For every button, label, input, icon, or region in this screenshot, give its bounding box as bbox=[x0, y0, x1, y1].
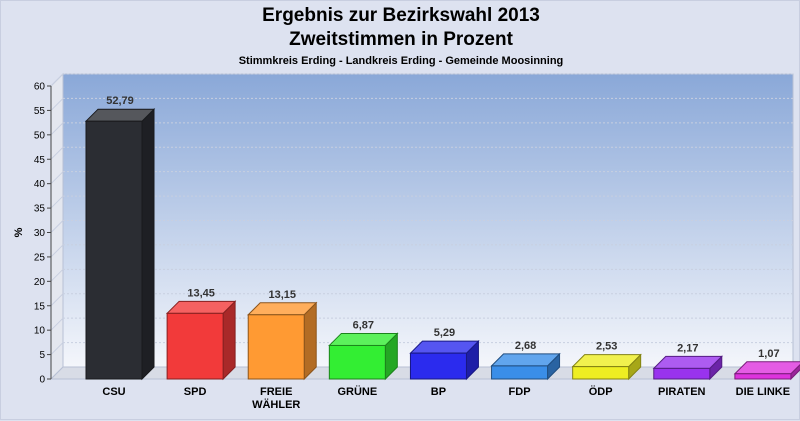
y-tick-label: 10 bbox=[34, 326, 46, 337]
y-tick-label: 25 bbox=[34, 252, 46, 263]
bar-fdp bbox=[490, 352, 561, 381]
y-axis-label: % bbox=[13, 227, 25, 237]
bar-top bbox=[165, 300, 237, 314]
bar-front bbox=[572, 366, 630, 380]
gridline-side bbox=[50, 171, 64, 185]
gridline-side bbox=[50, 342, 64, 355]
bar-bp bbox=[409, 339, 480, 381]
value-label: 6,87 bbox=[353, 319, 374, 331]
category-label: FDP bbox=[509, 386, 531, 398]
category-label: CSU bbox=[102, 386, 125, 398]
value-label: 52,79 bbox=[106, 95, 134, 107]
value-label: 2,53 bbox=[596, 341, 617, 353]
bar-front bbox=[734, 373, 792, 380]
bar-top bbox=[733, 361, 800, 375]
category-label: BP bbox=[431, 386, 446, 398]
bar-spd bbox=[165, 300, 237, 381]
gridline-side bbox=[50, 220, 64, 233]
category-label: WÄHLER bbox=[252, 398, 300, 411]
y-tick-label: 30 bbox=[34, 228, 46, 239]
value-label: 2,17 bbox=[677, 342, 698, 354]
value-label: 2,68 bbox=[515, 340, 536, 352]
category-label: DIE LINKE bbox=[736, 386, 790, 398]
category-label: SPD bbox=[184, 386, 207, 398]
gridline-side bbox=[50, 293, 64, 307]
gridline-side bbox=[50, 122, 64, 136]
category-label: FREIE bbox=[260, 386, 292, 398]
y-tick-label: 45 bbox=[34, 155, 46, 166]
bar-ödp bbox=[571, 353, 642, 381]
bar-side bbox=[303, 301, 317, 381]
bar-top bbox=[84, 108, 156, 122]
gridline-side bbox=[50, 98, 64, 111]
y-tick-label: 55 bbox=[34, 106, 46, 117]
bar-die-linke bbox=[733, 361, 800, 381]
value-label: 13,45 bbox=[187, 287, 215, 299]
bar-side bbox=[141, 108, 155, 381]
bar-front bbox=[409, 352, 467, 380]
chart-title: Ergebnis zur Bezirkswahl 2013 bbox=[262, 5, 540, 26]
y-tick-label: 20 bbox=[34, 277, 46, 288]
y-tick-label: 60 bbox=[34, 82, 46, 93]
bar-top bbox=[571, 354, 642, 368]
value-label: 5,29 bbox=[434, 327, 455, 339]
gridline-side bbox=[50, 244, 64, 258]
bar-top bbox=[652, 355, 723, 369]
bar-front bbox=[166, 312, 224, 380]
chart-subtitle: Zweitstimmen in Prozent bbox=[289, 29, 513, 50]
bar-front bbox=[491, 365, 549, 380]
bar-top bbox=[328, 332, 399, 346]
bar-front bbox=[85, 120, 143, 380]
bar-side bbox=[222, 300, 236, 381]
bar-piraten bbox=[652, 355, 723, 381]
bar-top bbox=[247, 302, 318, 316]
bar-freie-wähler bbox=[247, 301, 318, 381]
y-tick-label: 40 bbox=[34, 179, 46, 190]
bar-grüne bbox=[328, 332, 399, 381]
value-label: 1,07 bbox=[758, 348, 779, 360]
category-label: ÖDP bbox=[589, 385, 613, 398]
value-label: 13,15 bbox=[268, 289, 296, 301]
category-label: GRÜNE bbox=[337, 385, 377, 398]
bar-front bbox=[247, 314, 305, 380]
gridline-side bbox=[50, 73, 64, 87]
gridline-side bbox=[50, 317, 64, 331]
y-tick-label: 50 bbox=[34, 130, 46, 141]
gridline-side bbox=[50, 268, 64, 282]
gridline-side bbox=[50, 146, 64, 160]
bar-top bbox=[409, 340, 480, 354]
bar-front bbox=[328, 344, 386, 380]
bar-csu bbox=[84, 108, 156, 381]
category-label: PIRATEN bbox=[658, 386, 706, 398]
bar-top bbox=[490, 353, 561, 367]
chart-region: Stimmkreis Erding - Landkreis Erding - G… bbox=[238, 55, 564, 67]
gridline-side bbox=[50, 195, 64, 209]
y-tick-label: 0 bbox=[39, 375, 45, 386]
y-tick-label: 5 bbox=[39, 350, 45, 361]
y-tick-label: 35 bbox=[34, 204, 46, 215]
bar-front bbox=[653, 367, 711, 380]
y-tick-label: 15 bbox=[34, 301, 46, 312]
